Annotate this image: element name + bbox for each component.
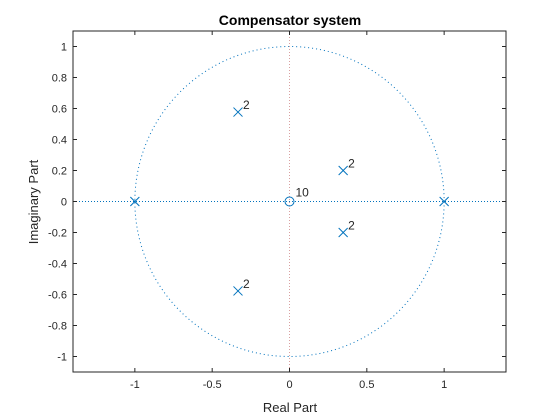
x-tick-label: -0.5 xyxy=(203,379,222,391)
y-tick-label: 0.4 xyxy=(52,135,67,147)
ticks: -1 -0.5 0 0.5 1 -1 -0.8 -0.6 -0.4 -0.2 0 0.2 0.4 0.6 0… xyxy=(48,31,506,391)
pole-marker xyxy=(233,286,243,296)
pole-multiplicity-label: 2 xyxy=(348,157,355,171)
pole-marker xyxy=(439,196,449,207)
zero-marker xyxy=(284,196,295,207)
pole-marker-stroke xyxy=(130,196,140,207)
plot-marks: 2 2 2 2 10 xyxy=(130,98,449,296)
chart-title: Compensator system xyxy=(219,12,361,28)
pole-marker xyxy=(233,107,243,117)
pole-marker xyxy=(130,196,140,207)
y-tick-label: -1 xyxy=(57,352,67,364)
y-tick-label: 0.2 xyxy=(52,166,67,178)
pole-marker-stroke xyxy=(233,107,243,117)
y-tick-label: 1 xyxy=(61,42,67,54)
pole-marker-stroke xyxy=(338,165,349,176)
y-tick-label: 0.8 xyxy=(52,73,67,85)
y-tick-label: -0.2 xyxy=(48,228,67,240)
x-tick-label: 1 xyxy=(441,379,447,391)
y-tick-label: 0.6 xyxy=(52,104,67,116)
pole-marker xyxy=(338,165,349,176)
y-axis-label: Imaginary Part xyxy=(26,159,41,244)
x-tick-label: 0 xyxy=(286,379,292,391)
zero-multiplicity-label: 10 xyxy=(296,186,310,200)
y-tick-label: -0.4 xyxy=(48,259,67,271)
x-tick-label: 0.5 xyxy=(359,379,374,391)
pole-marker-stroke xyxy=(338,227,349,238)
y-tick-label: -0.6 xyxy=(48,290,67,302)
pole-multiplicity-label: 2 xyxy=(348,219,355,233)
x-axis-label: Real Part xyxy=(263,400,318,415)
x-tick-label: -1 xyxy=(130,379,140,391)
y-tick-label: 0 xyxy=(61,197,67,209)
pole-multiplicity-label: 2 xyxy=(243,277,250,291)
y-tick-label: -0.8 xyxy=(48,321,67,333)
pole-marker-stroke xyxy=(233,286,243,296)
pole-multiplicity-label: 2 xyxy=(243,98,250,112)
pole-marker xyxy=(338,227,349,238)
pole-marker-stroke xyxy=(439,196,449,207)
